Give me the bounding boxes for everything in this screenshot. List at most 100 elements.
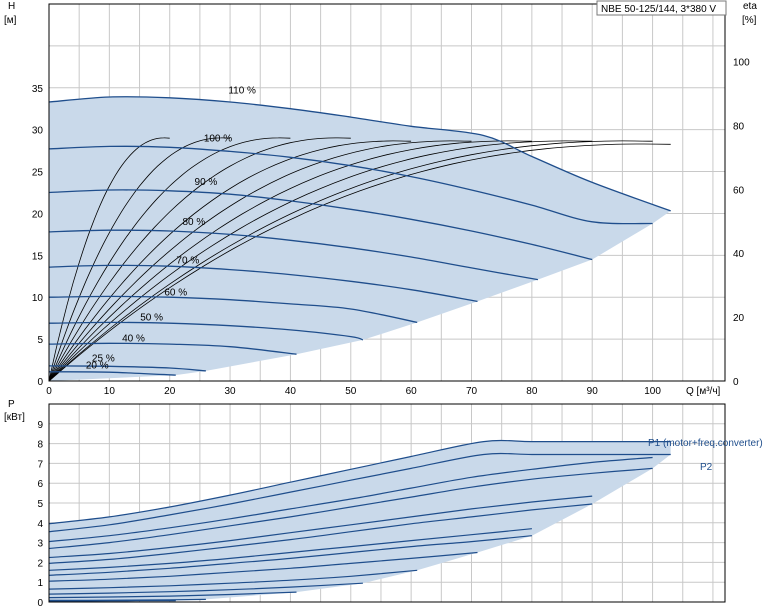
x-tick-labels: 0 10 20 30 40 50 60 70 80 90 100 xyxy=(46,386,661,397)
speed-curve xyxy=(48,295,418,324)
efficiency-curve xyxy=(48,140,532,382)
speed-curve xyxy=(48,264,478,303)
y-axis-label-h: H xyxy=(8,1,15,12)
speed-label: 70 % xyxy=(176,256,199,267)
h-tick-label: 15 xyxy=(32,251,44,262)
h-tick-label: 20 xyxy=(32,209,44,220)
p-tick-label: 7 xyxy=(37,459,43,470)
speed-curve xyxy=(48,229,539,281)
speed-curve xyxy=(48,342,297,355)
speed-label: 90 % xyxy=(195,177,218,188)
speed-curve xyxy=(48,321,364,341)
p-tick-label: 4 xyxy=(37,519,43,530)
x-tick-label: 60 xyxy=(406,386,418,397)
eta-tick-label: 100 xyxy=(733,58,750,69)
legend-p1: P1 (motor+freq.converter) xyxy=(648,438,763,449)
eta-tick-label: 20 xyxy=(733,313,745,324)
y2-axis-unit-eta: [%] xyxy=(742,15,757,26)
eta-tick-label: 60 xyxy=(733,185,745,196)
efficiency-curve xyxy=(48,140,653,382)
x-tick-label: 10 xyxy=(104,386,116,397)
y-axis-unit-p: [кВт] xyxy=(4,412,25,423)
head-panel-frame xyxy=(48,3,726,382)
power-panel: 0 1 2 3 4 5 6 7 8 9 P [кВт] P1 (motor+freq.conver… xyxy=(4,399,763,609)
eta-tick-label: 40 xyxy=(733,249,745,260)
efficiency-curve xyxy=(48,137,170,382)
efficiency-curve xyxy=(48,143,671,382)
power-curve xyxy=(48,467,653,550)
power-curve xyxy=(48,456,653,543)
p-tick-label: 0 xyxy=(37,598,43,609)
speed-curve xyxy=(48,145,653,225)
legend-p2: P2 xyxy=(700,462,713,473)
p-tick-label: 1 xyxy=(37,578,43,589)
power-curve xyxy=(48,582,363,595)
eta-tick-label: 0 xyxy=(733,377,739,388)
head-speed-curves xyxy=(48,96,671,376)
head-operating-envelope xyxy=(49,96,671,381)
speed-label: 20 % xyxy=(86,360,109,371)
power-curve xyxy=(48,439,671,525)
p-tick-label: 3 xyxy=(37,539,43,550)
power-curve xyxy=(48,551,478,582)
p-tick-label: 9 xyxy=(37,420,43,431)
p-tick-label: 6 xyxy=(37,479,43,490)
eta-tick-labels: 0 20 40 60 80 100 xyxy=(733,58,750,388)
speed-label: 110 % xyxy=(228,86,256,97)
power-curve xyxy=(48,569,418,590)
speed-label: 80 % xyxy=(182,217,205,228)
h-tick-label: 25 xyxy=(32,168,44,179)
power-curve xyxy=(48,591,297,599)
x-tick-label: 80 xyxy=(526,386,538,397)
h-tick-labels: 0 5 10 15 20 25 30 35 xyxy=(32,84,44,388)
p-tick-label: 5 xyxy=(37,499,43,510)
y2-axis-label-eta: eta xyxy=(743,1,757,12)
efficiency-curve xyxy=(48,137,291,382)
head-panel: 110 %100 %90 %80 %70 %60 %50 %40 %25 %20… xyxy=(4,0,757,397)
x-tick-label: 70 xyxy=(466,386,478,397)
speed-curve xyxy=(48,371,176,376)
efficiency-curve xyxy=(48,140,412,382)
chart-title: NBE 50-125/144, 3*380 V xyxy=(601,4,716,15)
power-curve xyxy=(48,535,532,576)
speed-label: 40 % xyxy=(122,334,145,345)
x-tick-label: 20 xyxy=(164,386,176,397)
speed-curve xyxy=(48,189,593,261)
p-tick-label: 2 xyxy=(37,558,43,569)
x-tick-label: 90 xyxy=(587,386,599,397)
h-tick-label: 30 xyxy=(32,126,44,137)
power-curve xyxy=(48,503,593,564)
y-axis-label-p: P xyxy=(8,399,15,410)
eta-tick-label: 80 xyxy=(733,121,745,132)
power-curve xyxy=(48,452,671,533)
power-curve xyxy=(48,528,532,571)
h-tick-label: 10 xyxy=(32,293,44,304)
speed-label: 50 % xyxy=(140,313,163,324)
x-tick-label: 50 xyxy=(345,386,357,397)
title-box xyxy=(596,0,727,16)
h-tick-label: 0 xyxy=(37,377,43,388)
speed-curve xyxy=(48,365,206,372)
efficiency-curve xyxy=(48,140,593,382)
speed-label: 100 % xyxy=(204,133,232,144)
power-curves xyxy=(48,439,671,602)
speed-label: 60 % xyxy=(164,288,187,299)
x-tick-label: 100 xyxy=(644,386,661,397)
speed-label: 25 % xyxy=(92,354,115,365)
x-tick-label: 40 xyxy=(285,386,297,397)
p-tick-labels: 0 1 2 3 4 5 6 7 8 9 xyxy=(37,420,43,609)
power-curve xyxy=(48,495,593,559)
x-axis-label-q: Q [м³/ч] xyxy=(686,386,721,397)
efficiency-curves xyxy=(48,137,671,382)
x-tick-label: 30 xyxy=(225,386,237,397)
efficiency-curve xyxy=(48,137,231,382)
y-axis-unit-h: [м] xyxy=(4,15,17,26)
efficiency-curve xyxy=(48,137,351,382)
h-tick-label: 35 xyxy=(32,84,44,95)
power-panel-frame xyxy=(48,403,726,603)
speed-labels: 110 % 100 % 90 % 80 % 70 % 60 % 50 % 40 % 25 %20… xyxy=(86,86,256,372)
efficiency-curve xyxy=(48,140,472,382)
h-tick-label: 5 xyxy=(37,335,43,346)
x-tick-label: 0 xyxy=(46,386,52,397)
